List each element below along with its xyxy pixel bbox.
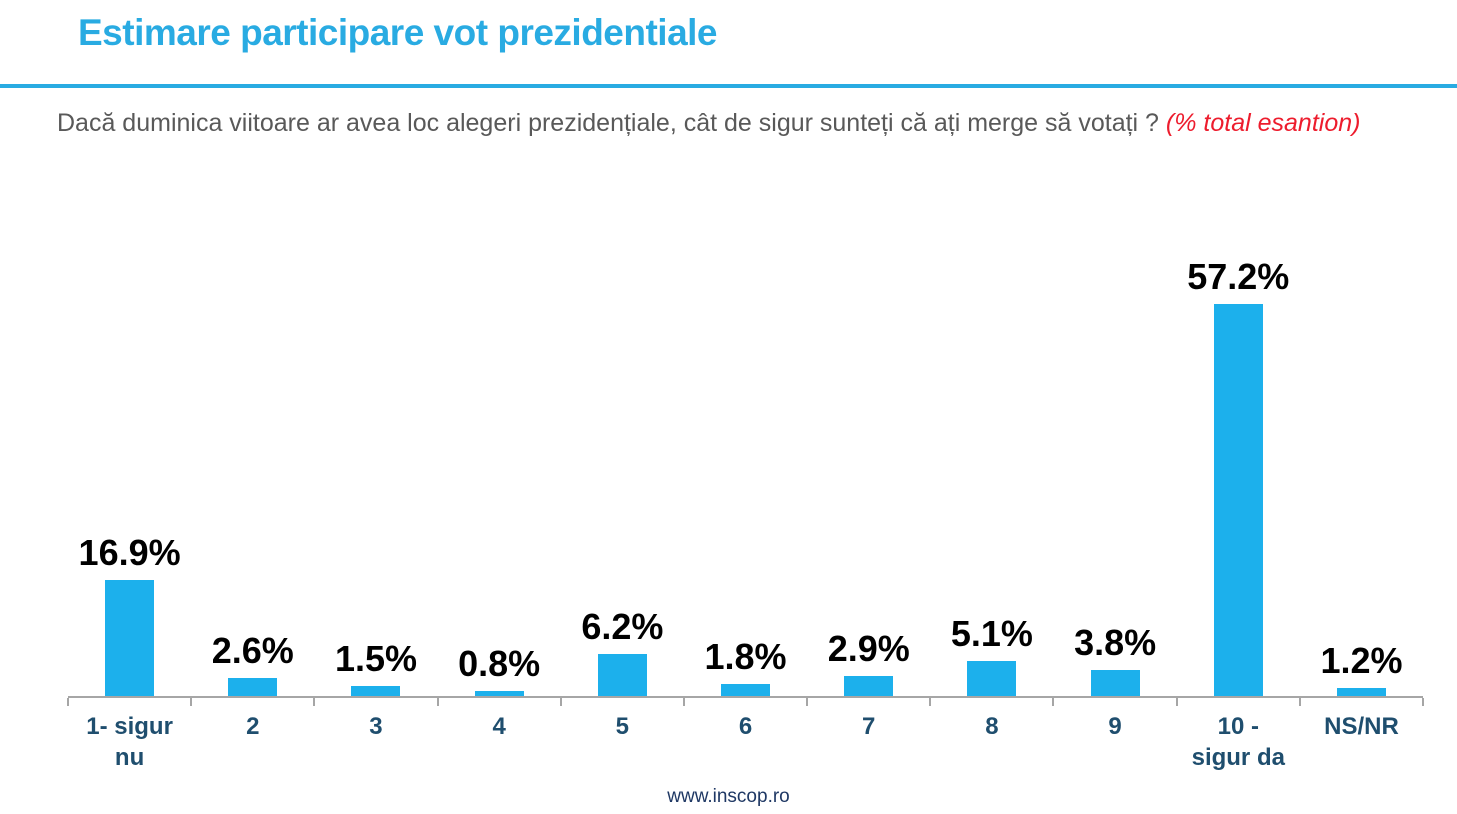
x-axis-label: 4 (492, 713, 506, 740)
bar (351, 686, 401, 696)
bar-value-label: 2.6% (211, 630, 294, 672)
bar (597, 654, 647, 696)
x-axis-labels: 1- sigur nu 2 3 4 5 6 7 8 9 10 - sigur da NS/NR (68, 705, 1423, 773)
bar (844, 676, 894, 696)
x-axis-tick (67, 698, 69, 706)
bar-column: 2.6% (191, 226, 314, 696)
bar (474, 691, 524, 696)
bar-value-label: 0.8% (458, 643, 541, 685)
bar-column: 1.8% (684, 226, 807, 696)
x-axis-label: 8 (985, 713, 999, 740)
question-text: Dacă duminica viitoare ar avea loc alege… (57, 98, 1409, 148)
bar-column: 1.5% (314, 226, 437, 696)
bar-chart: 16.9% 2.6% 1.5% 0.8% 6.2% 1.8% 2.9% 5.1% 3.8% 57.… (67, 226, 1424, 773)
x-axis-tick (313, 698, 316, 706)
bar-column: 5.1% (930, 226, 1053, 696)
bar-value-label: 2.9% (827, 628, 910, 670)
bar (1090, 670, 1140, 696)
x-axis-label: 9 (1108, 713, 1122, 740)
bar (228, 678, 278, 696)
x-axis-label: 10 - sigur da (1191, 713, 1285, 771)
bar-value-label: 57.2% (1187, 256, 1290, 298)
bar-value-label: 1.8% (704, 636, 787, 678)
x-axis-tick (682, 698, 685, 706)
bar-value-label: 16.9% (78, 532, 181, 574)
x-axis-tick (806, 698, 809, 706)
bar (1213, 304, 1263, 696)
bar-value-label: 1.2% (1320, 640, 1403, 682)
chart-plot-area: 16.9% 2.6% 1.5% 0.8% 6.2% 1.8% 2.9% 5.1% 3.8% 57.… (68, 226, 1423, 696)
x-axis-label: 3 (369, 713, 383, 740)
x-axis-tick (1422, 698, 1424, 706)
bar-column: 1.2% (1300, 226, 1423, 696)
x-axis-label: NS/NR (1324, 713, 1399, 740)
question-main-text: Dacă duminica viitoare ar avea loc alege… (57, 109, 1166, 137)
x-axis-tick (929, 698, 932, 706)
x-axis-tick (1175, 698, 1178, 706)
title-divider-rule (0, 84, 1457, 88)
bar-column: 57.2% (1177, 226, 1300, 696)
bar-column: 6.2% (561, 226, 684, 696)
bar-value-label: 3.8% (1074, 622, 1157, 664)
x-axis-tick (190, 698, 193, 706)
x-axis-label: 7 (862, 713, 876, 740)
bar-value-label: 5.1% (950, 613, 1033, 655)
x-axis-tick (1298, 698, 1301, 706)
x-axis-label: 6 (738, 713, 753, 740)
x-axis-line (67, 696, 1424, 706)
bar-value-label: 1.5% (334, 638, 417, 680)
x-axis-tick (1052, 698, 1055, 706)
bar-column: 0.8% (438, 226, 561, 696)
x-axis-label: 1- sigur nu (86, 713, 173, 771)
bar (721, 684, 771, 696)
x-axis-label: 5 (615, 713, 630, 740)
bar (967, 661, 1017, 696)
question-accent-text: (% total esantion) (1165, 109, 1361, 137)
bar-value-label: 6.2% (581, 606, 664, 648)
bar-column: 3.8% (1054, 226, 1177, 696)
page-title: Estimare participare vot prezidentiale (78, 12, 718, 53)
x-axis-label: 2 (246, 713, 260, 740)
bar (105, 580, 155, 696)
x-axis-tick (436, 698, 439, 706)
bar-column: 16.9% (68, 226, 191, 696)
bar-column: 2.9% (807, 226, 930, 696)
bar (1336, 688, 1386, 696)
website-url: www.inscop.ro (667, 786, 790, 807)
x-axis-tick (559, 698, 562, 706)
